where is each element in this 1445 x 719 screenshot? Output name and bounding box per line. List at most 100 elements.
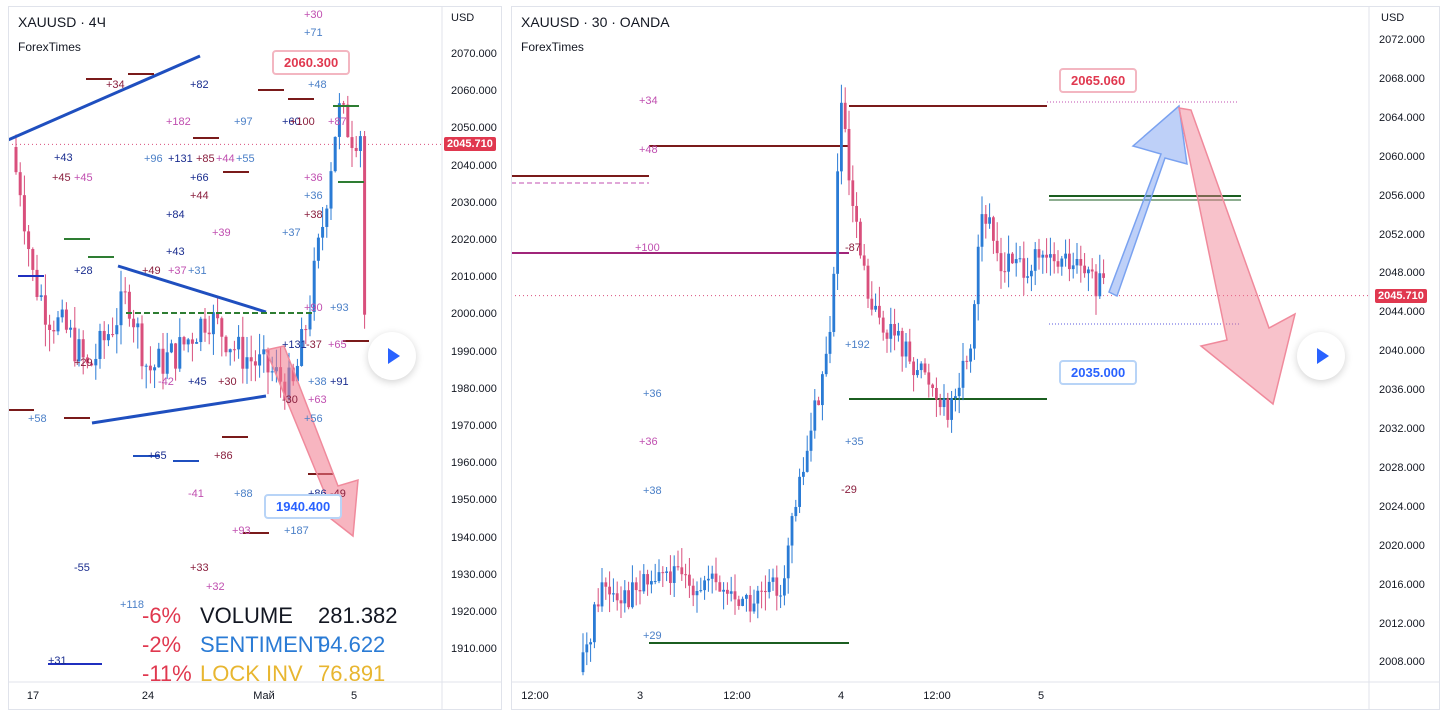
candle-body (745, 594, 748, 599)
trade-annotation: +36 (304, 190, 323, 202)
trade-annotation: +32 (206, 581, 225, 593)
candle-body (1022, 258, 1026, 278)
y-tick-label: 2024.000 (1379, 500, 1425, 513)
candle-body (999, 253, 1003, 272)
candle-body (916, 370, 919, 376)
chart-canvas-4h[interactable]: +30+71+82+34+182 +97 +60+100 +87+48+43+45 +4… (8, 6, 502, 710)
candle-body (304, 329, 308, 331)
stat-row: -11% LOCK INV 76.891 (142, 661, 385, 687)
y-tick-label: 2064.000 (1379, 111, 1425, 124)
candle-body (363, 136, 367, 315)
candle-body (779, 595, 782, 597)
candle-body (581, 652, 585, 673)
candle-body (27, 231, 31, 250)
x-tick-label: 12:00 (723, 690, 751, 702)
candle-body (923, 363, 927, 373)
trade-annotation: +56 (304, 413, 323, 425)
chart-panel-4h[interactable]: +30 +71 +82 +34 +182 +97 +60 +100 +87 +48 +43 +45 +4… (8, 6, 502, 710)
candle-body (1018, 258, 1022, 260)
y-tick-label: 2016.000 (1379, 578, 1425, 591)
candle-body (1011, 253, 1014, 264)
trade-annotation: +36 (304, 172, 323, 184)
candle-body (132, 318, 136, 328)
candle-body (115, 325, 119, 335)
trade-annotation: +82 (190, 79, 209, 91)
forecast-arrow-down (1178, 107, 1297, 406)
candle-body (957, 387, 961, 397)
x-tick-label: 12:00 (521, 690, 549, 702)
chart-panel-30m[interactable]: +34 +48 +100 -87 +192 +36 +35 +36 -29 +38 +29 XAUU… (511, 6, 1440, 710)
candle-body (270, 371, 274, 373)
trade-annotation: +34 (639, 95, 658, 107)
candle-body (794, 506, 798, 517)
callout-target-low: 1940.400 (264, 494, 343, 519)
y-tick-label: 2070.000 (451, 48, 497, 60)
stat-value: 94.622 (318, 632, 386, 657)
candle-body (764, 590, 767, 593)
candle-body (249, 357, 253, 362)
candle-body (1041, 254, 1045, 258)
x-tick-label: 5 (1037, 690, 1045, 702)
candle-body (722, 589, 725, 592)
trade-annotation: +38 (304, 209, 323, 221)
candle-body (1060, 258, 1064, 267)
candle-body (710, 573, 714, 579)
candle-body (161, 348, 165, 374)
candle-body (186, 339, 190, 345)
y-tick-label: 1990.000 (451, 345, 497, 358)
candle-body (1071, 265, 1075, 270)
candle-body (1098, 273, 1102, 297)
candle-body (661, 572, 665, 574)
candle-body (950, 398, 953, 420)
candle-body (756, 590, 760, 604)
play-button[interactable] (368, 332, 416, 380)
y-tick-label: 1920.000 (451, 606, 497, 618)
candle-body (1030, 270, 1033, 277)
trade-annotation: +84 (166, 209, 185, 221)
play-button[interactable] (1297, 332, 1345, 380)
chart-subtitle: ForexTimes (521, 40, 584, 54)
candle-body (39, 295, 43, 297)
trade-annotation: +43 (54, 152, 73, 164)
candle-body (316, 237, 320, 261)
candle-body (69, 327, 73, 330)
candle-body (35, 269, 39, 297)
candle-body (642, 574, 646, 592)
candle-body (43, 295, 47, 325)
candle-body (119, 291, 123, 326)
candle-body (174, 343, 178, 369)
candle-body (657, 572, 661, 582)
candle-body (790, 516, 794, 546)
candle-body (245, 357, 249, 369)
y-tick-label: 2010.000 (451, 271, 497, 284)
candle-body (680, 567, 684, 575)
trade-annotation: +100 (635, 242, 660, 254)
candle-body (938, 399, 942, 408)
candle-body (77, 339, 81, 362)
current-price-tag: 2045.710 (444, 137, 496, 151)
candle-body (312, 260, 316, 312)
trade-annotation: +29 (74, 357, 93, 369)
candle-body (851, 180, 855, 206)
candle-body (52, 329, 56, 332)
candle-body (908, 341, 912, 362)
candle-body (752, 603, 756, 612)
candle-body (90, 363, 94, 366)
candle-body (988, 217, 991, 224)
y-tick-label: 2040.000 (451, 159, 497, 172)
candle-body (874, 305, 877, 310)
y-tick-label: 2036.000 (1379, 384, 1425, 397)
chart-canvas-30m[interactable]: +34 +48 +100 -87 +192 +36 +35 +36 -29 +38 +29 (511, 6, 1440, 710)
play-icon (1316, 348, 1329, 364)
forecast-arrow-up (1108, 104, 1188, 298)
candle-body (136, 323, 140, 328)
candle-body (224, 336, 228, 353)
candle-body (942, 398, 946, 408)
candle-body (266, 349, 270, 373)
chart-subtitle: ForexTimes (18, 40, 81, 54)
candle-body (866, 265, 870, 299)
candle-body (31, 249, 35, 270)
stat-value: 76.891 (318, 661, 386, 686)
candle-body (1045, 254, 1048, 258)
candle-body (992, 217, 995, 241)
